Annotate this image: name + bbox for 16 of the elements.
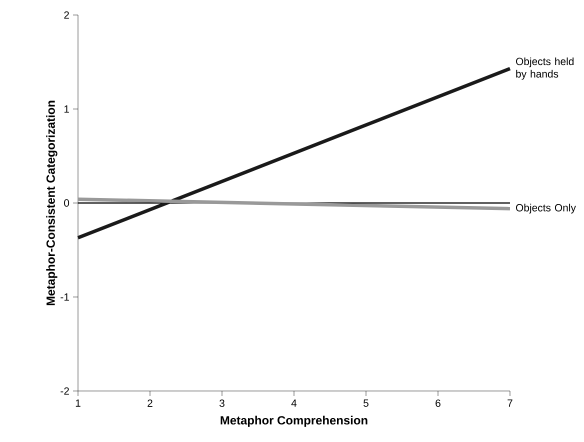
y-tick-label: 2 [64,11,69,19]
y-tick-label: -1 [60,293,69,301]
y-tick-label: 0 [64,199,70,207]
y-tick-label: -2 [60,387,69,395]
x-axis-title: Metaphor Comprehension [220,416,368,427]
series-label: Objects Only [516,204,576,214]
x-tick-label: 5 [364,400,368,407]
x-tick-label: 2 [148,400,152,407]
x-tick-label: 1 [76,400,80,407]
x-tick-label: 7 [508,400,512,407]
x-tick-label: 3 [219,400,224,407]
y-tick-label: 1 [64,105,69,113]
y-axis-title: Metaphor-Consistent Categorization [46,100,58,306]
series-label: Objects held by hands [516,57,574,80]
x-tick-label: 4 [291,400,297,407]
x-tick-label: 6 [436,400,440,407]
